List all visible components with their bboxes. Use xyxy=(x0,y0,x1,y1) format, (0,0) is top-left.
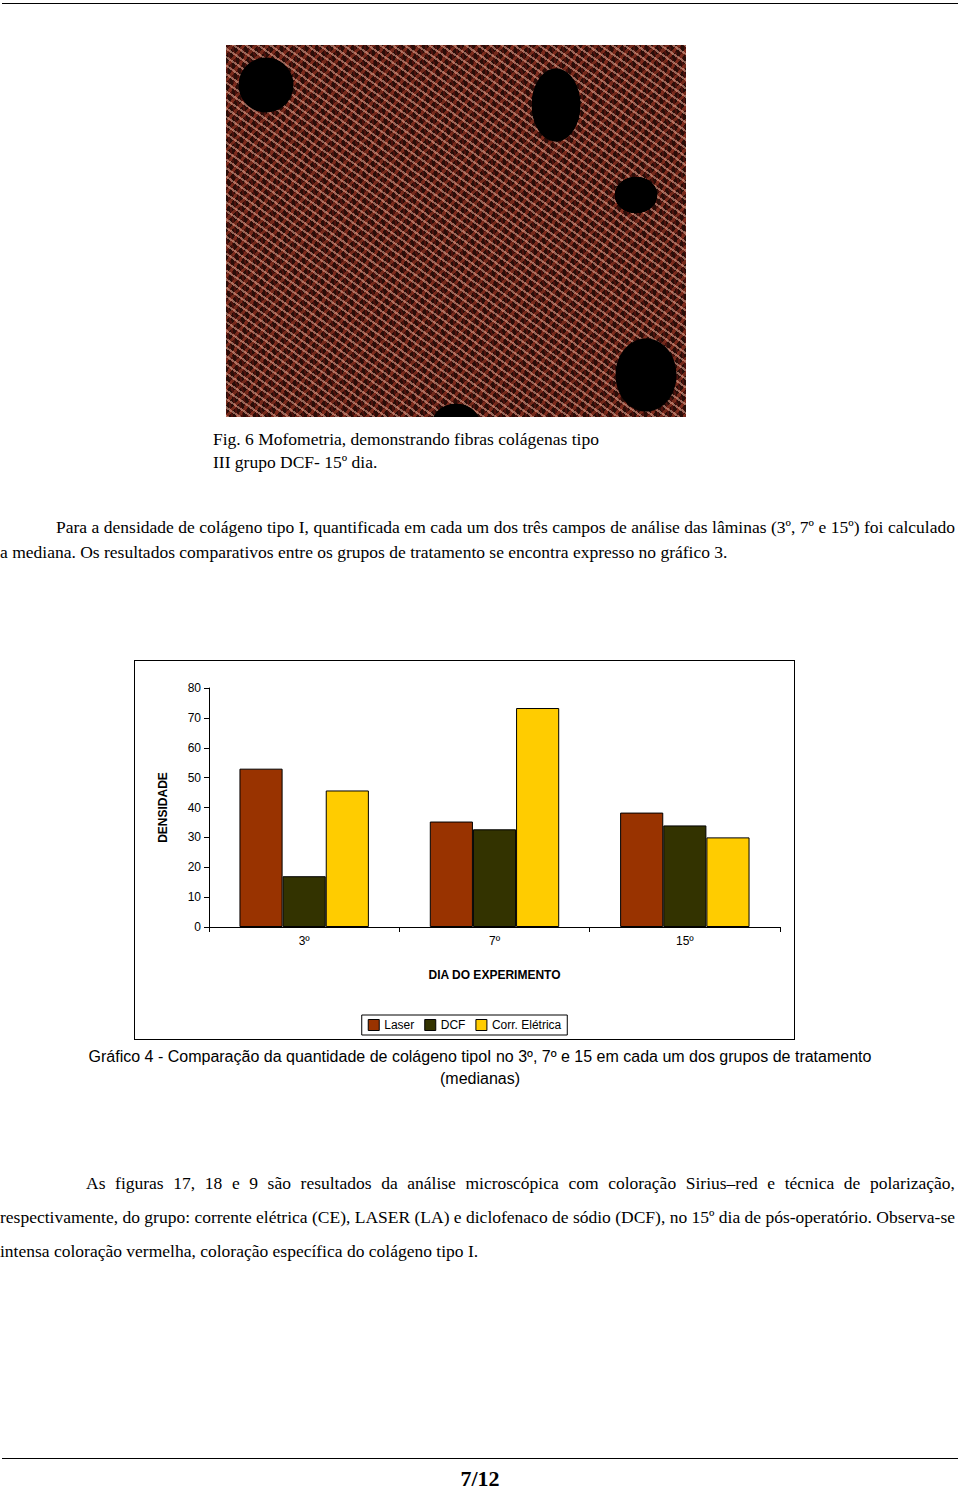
svg-text:15º: 15º xyxy=(676,934,694,948)
svg-text:DENSIDADE: DENSIDADE xyxy=(156,772,170,843)
svg-text:60: 60 xyxy=(188,741,202,755)
svg-text:0: 0 xyxy=(194,920,201,934)
html-text:(medianas): (medianas) xyxy=(440,1070,520,1087)
html-text:As figuras 17, 18 e 9 são resu: As figuras 17, 18 e 9 são resultados da … xyxy=(0,1173,955,1261)
html-text:Para a densidade de colágeno t: Para a densidade de colágeno tipo I, qua… xyxy=(0,517,955,562)
html-text:Fig. 6 Mofometria, demonstrand: Fig. 6 Mofometria, demonstrando fibras c… xyxy=(213,429,599,449)
svg-text:DCF: DCF xyxy=(441,1018,466,1032)
html-text:7/12: 7/12 xyxy=(460,1466,500,1491)
svg-text:Laser: Laser xyxy=(384,1018,414,1032)
html-text:Gráfico 4 - Comparação da quan: Gráfico 4 - Comparação da quantidade de … xyxy=(88,1048,872,1065)
svg-text:50: 50 xyxy=(188,771,202,785)
svg-text:7º: 7º xyxy=(489,934,501,948)
svg-text:Corr. Elétrica: Corr. Elétrica xyxy=(492,1018,562,1032)
svg-text:10: 10 xyxy=(188,890,202,904)
svg-text:70: 70 xyxy=(188,711,202,725)
html-text:III grupo DCF- 15º dia.: III grupo DCF- 15º dia. xyxy=(213,452,378,472)
svg-text:80: 80 xyxy=(188,681,202,695)
svg-text:3º: 3º xyxy=(299,934,311,948)
svg-text:20: 20 xyxy=(188,860,202,874)
svg-text:30: 30 xyxy=(188,830,202,844)
svg-text:DIA DO EXPERIMENTO: DIA DO EXPERIMENTO xyxy=(428,968,560,982)
svg-text:40: 40 xyxy=(188,801,202,815)
